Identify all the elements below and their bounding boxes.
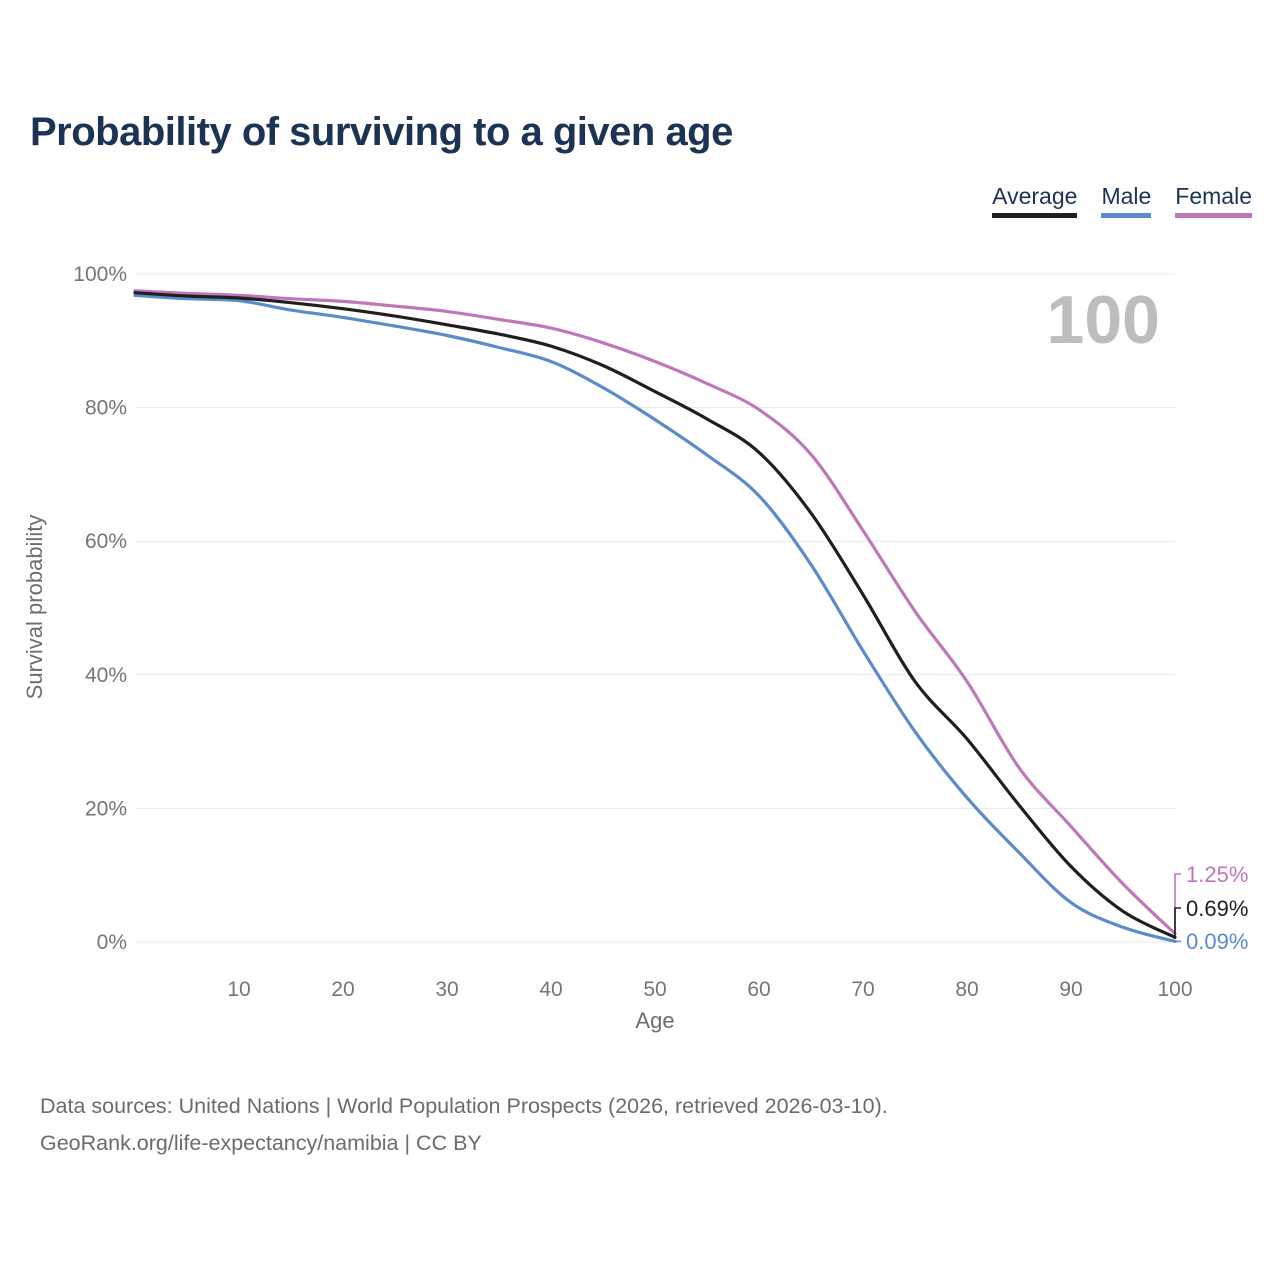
end-value-label-male: 0.09% (1186, 929, 1248, 954)
legend: Average Male Female (992, 183, 1252, 219)
x-tick-label-70: 70 (851, 978, 874, 1001)
x-tick-label-80: 80 (955, 978, 978, 1001)
end-label-connector-female (1174, 873, 1181, 934)
x-tick-label-60: 60 (747, 978, 770, 1001)
data-sources-line2: GeoRank.org/life-expectancy/namibia | CC… (40, 1131, 482, 1155)
end-label-connector-average (1174, 907, 1181, 938)
x-tick-label-50: 50 (643, 978, 666, 1001)
y-tick-label-20: 20% (85, 797, 127, 820)
legend-label-female: Female (1175, 183, 1252, 209)
series-line-female[interactable] (133, 289, 1177, 936)
y-axis-title: Survival probability (22, 515, 47, 700)
legend-label-average: Average (992, 183, 1078, 209)
legend-label-male: Male (1101, 183, 1152, 209)
y-tick-label-40: 40% (85, 664, 127, 687)
legend-item-average[interactable]: Average (992, 183, 1078, 219)
legend-item-female[interactable]: Female (1175, 183, 1252, 219)
y-tick-label-60: 60% (85, 530, 127, 553)
chart-title: Probability of surviving to a given age (30, 110, 733, 154)
legend-item-male[interactable]: Male (1101, 183, 1152, 219)
x-tick-label-30: 30 (435, 978, 458, 1001)
series-line-male[interactable] (133, 293, 1177, 943)
series-line-average[interactable] (133, 291, 1177, 939)
x-axis-title: Age (635, 1008, 674, 1033)
end-value-label-female: 1.25% (1186, 862, 1248, 887)
y-tick-label-100: 100% (73, 263, 127, 286)
x-tick-label-20: 20 (331, 978, 354, 1001)
data-sources: Data sources: United Nations | World Pop… (40, 1088, 888, 1162)
x-tick-label-10: 10 (227, 978, 250, 1001)
x-tick-label-100: 100 (1157, 978, 1192, 1001)
data-sources-line1: Data sources: United Nations | World Pop… (40, 1094, 888, 1118)
y-tick-label-0: 0% (97, 931, 127, 954)
y-tick-label-80: 80% (85, 397, 127, 420)
x-tick-label-40: 40 (539, 978, 562, 1001)
highlighted-age-label: 100 (1047, 282, 1160, 358)
end-value-label-average: 0.69% (1186, 896, 1248, 921)
x-tick-label-90: 90 (1059, 978, 1082, 1001)
